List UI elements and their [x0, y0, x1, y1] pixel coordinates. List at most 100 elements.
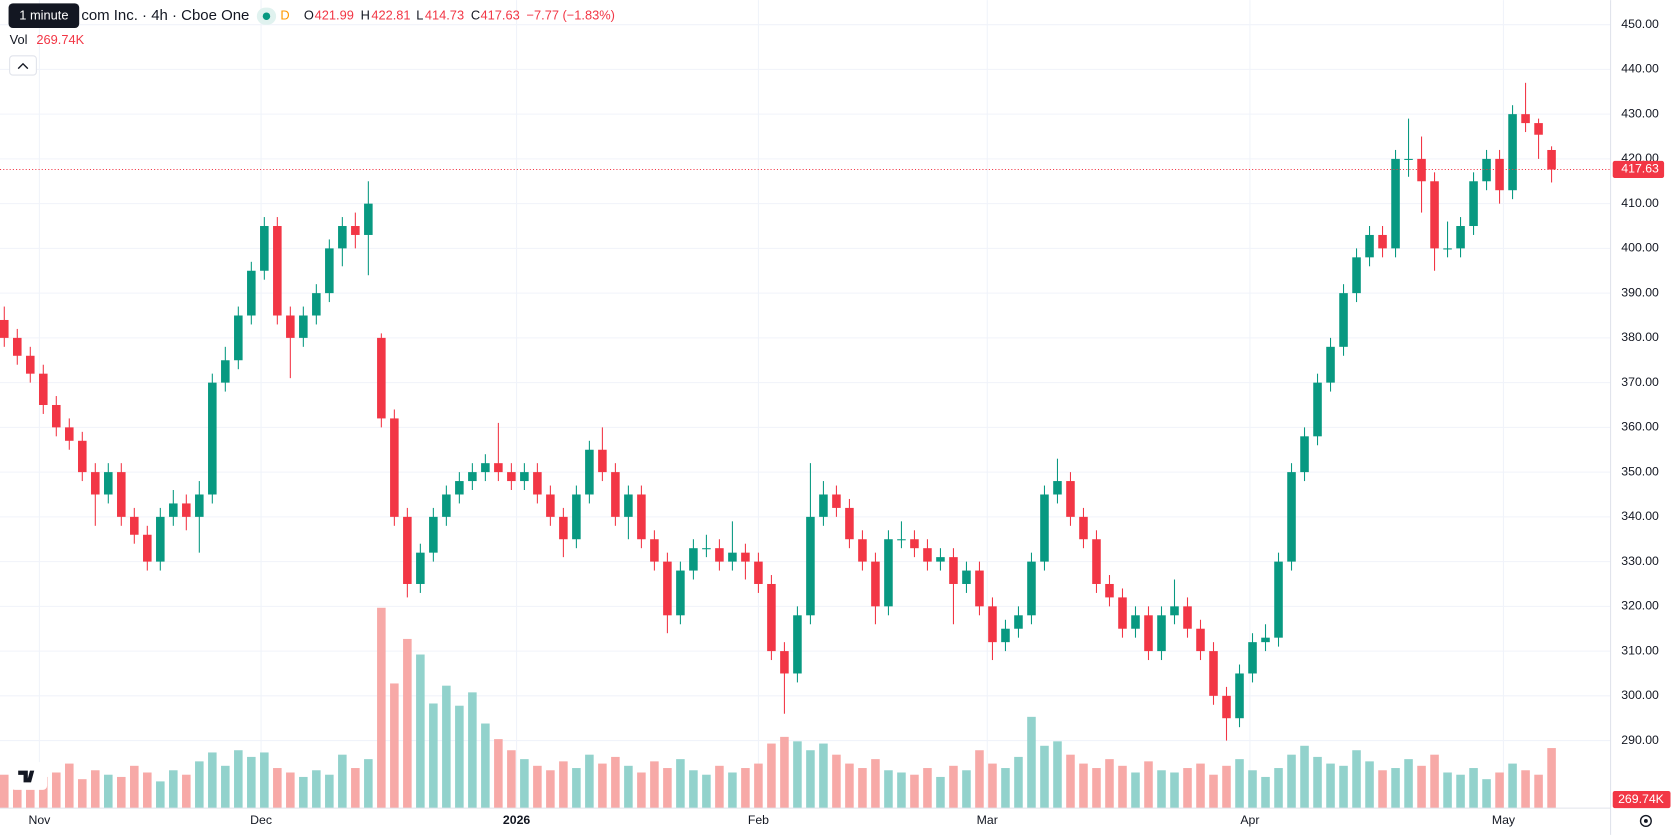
badge: D: [280, 8, 289, 23]
legend: 1 minute com Inc. · 4h · Cboe One D O 42…: [8, 3, 1652, 827]
x-tick-label: Dec: [250, 813, 272, 827]
symbol-title[interactable]: com Inc. · 4h · Cboe One: [81, 7, 249, 24]
candle-body: [1105, 583, 1114, 598]
candle-body: [1326, 346, 1335, 383]
settings-icon[interactable]: [1639, 814, 1652, 827]
volume-tag-bg: [1612, 790, 1671, 809]
candle-body: [1001, 628, 1010, 643]
candle-body: [1209, 651, 1218, 696]
candle-body: [78, 440, 87, 473]
volume-bar: [1170, 772, 1179, 809]
candle-body: [858, 539, 867, 562]
candle-body: [1495, 158, 1504, 191]
candle-body: [845, 507, 854, 540]
volume-bar: [949, 765, 958, 809]
vol-label: Vol: [10, 32, 28, 47]
candle-body: [1417, 158, 1426, 182]
candle-body: [1066, 481, 1075, 517]
logo: [18, 770, 35, 783]
volume-bar: [1443, 772, 1452, 809]
volume-bar: [988, 763, 997, 809]
candle-body: [312, 293, 321, 316]
candle-body: [117, 472, 126, 517]
volume-bar: [572, 768, 581, 809]
candle-body: [429, 516, 438, 553]
candle-body: [689, 548, 698, 571]
candle-body: [1443, 248, 1452, 250]
candle-body: [39, 373, 48, 405]
candle-body: [741, 552, 750, 562]
candle-body: [819, 494, 828, 517]
candle-body: [1274, 561, 1283, 638]
candle-body: [1131, 615, 1140, 629]
volume-bar: [1131, 772, 1140, 809]
settings-icon-dot: [1643, 819, 1648, 823]
volume-bar: [416, 654, 425, 809]
last-price-tag-bg: [1612, 160, 1665, 179]
volume-bar: [1365, 761, 1374, 809]
legend-l: L: [416, 8, 423, 23]
volume-bar: [234, 750, 243, 809]
candle-body: [884, 539, 893, 607]
volume-bar: [1053, 741, 1062, 809]
volume-bar: [338, 754, 347, 809]
volume-bar: [455, 705, 464, 809]
volume-bar: [1157, 770, 1166, 809]
volume-bar: [1001, 768, 1010, 809]
volume-bar: [1417, 765, 1426, 809]
candle-body: [793, 615, 802, 674]
volume-bar: [221, 765, 230, 809]
volume-bar: [1495, 772, 1504, 809]
y-tick-label: 350.00: [1621, 464, 1659, 478]
legend-o: O: [304, 8, 314, 23]
legend-change: −7.77 (−1.83%): [527, 8, 615, 23]
y-tick-label: 390.00: [1621, 285, 1659, 299]
price-axis: 290.00 300.00 310.00 320.00 330.00 340.00 350.…: [28, 17, 1671, 827]
candle-body: [702, 548, 711, 550]
candle-body: [975, 570, 984, 607]
volume-bar: [936, 776, 945, 809]
candle-body: [208, 382, 217, 495]
candle-body: [182, 503, 191, 517]
y-tick-label: 430.00: [1621, 106, 1659, 120]
volume-bar: [156, 781, 165, 809]
volume-bar: [65, 763, 74, 809]
volume-bar: [143, 772, 152, 809]
candle-body: [104, 472, 113, 495]
volume-bar: [494, 739, 503, 809]
volume-bar: [247, 756, 256, 809]
candle-body: [234, 315, 243, 361]
candle-body: [923, 548, 932, 562]
tooltip-text: 1 minute: [19, 8, 68, 23]
volume-bar: [299, 776, 308, 809]
candle-body: [936, 557, 945, 562]
volume-bar: [1391, 768, 1400, 809]
candle-body: [1547, 149, 1556, 170]
volume-bar: [1027, 716, 1036, 809]
candle-body: [221, 360, 230, 383]
candle-body: [754, 561, 763, 584]
volume-bar: [637, 772, 646, 809]
volume-bar: [1144, 761, 1153, 809]
candle-body: [156, 516, 165, 562]
candle-body: [637, 494, 646, 540]
volume-bar: [728, 772, 737, 809]
legend-l-value: 414.73: [425, 8, 464, 23]
volume-bar: [260, 752, 269, 809]
volume-bar: [1261, 776, 1270, 809]
candle-body: [1378, 234, 1387, 249]
candle-body: [260, 226, 269, 271]
volume-bar: [1508, 763, 1517, 809]
volume-bar: [39, 776, 48, 809]
candle-body: [1456, 226, 1465, 249]
candle-body: [1313, 382, 1322, 437]
volume-bar: [897, 772, 906, 809]
volume-bar: [559, 761, 568, 809]
candle-body: [1092, 539, 1101, 584]
volume-bar: [1326, 763, 1335, 809]
legend-c-value: 417.63: [480, 8, 519, 23]
collapse-button[interactable]: [9, 55, 37, 76]
volume-bar: [1066, 754, 1075, 809]
